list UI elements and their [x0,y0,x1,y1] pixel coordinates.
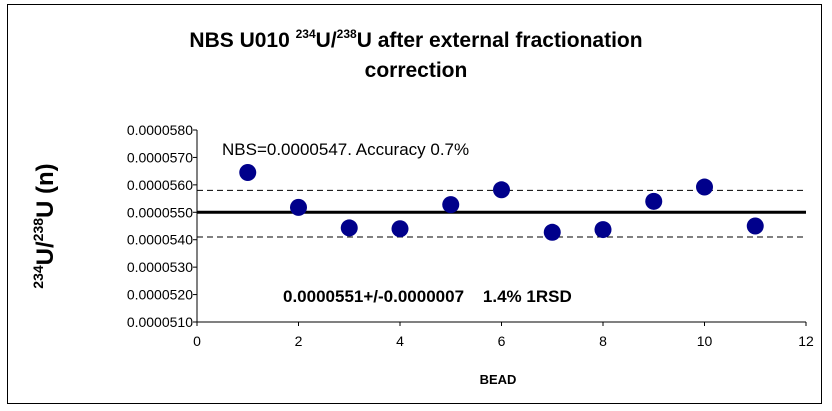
chart-title-line1: NBS U010 234U/238U after external fracti… [0,26,832,56]
data-points [239,164,764,241]
mean-rsd-annotation: 0.0000551+/-0.0000007 1.4% 1RSD [283,287,572,306]
data-point [442,196,460,214]
title-suffix: U after external fractionation [356,29,643,52]
y-tick-label: 0.0000560 [127,177,193,193]
x-tick-label: 0 [193,333,201,349]
y-tick-label: 0.0000540 [127,232,193,248]
y-tick-label: 0.0000530 [127,259,193,275]
data-point [290,198,307,216]
x-tick-label: 4 [396,333,404,349]
x-tick-label: 10 [697,333,713,349]
chart-title: NBS U010 234U/238U after external fracti… [0,26,832,86]
x-tick-label: 6 [498,333,506,349]
accuracy-annotation: NBS=0.0000547. Accuracy 0.7% [222,140,469,159]
data-point [645,192,663,210]
x-axis-label: BEAD [480,372,517,387]
title-superscript-234: 234 [295,27,316,41]
x-tick-label: 8 [599,333,607,349]
title-superscript-238: 238 [336,27,357,41]
data-point [239,164,257,182]
data-point [543,223,561,241]
x-tick-label: 2 [295,333,303,349]
y-tick-label: 0.0000520 [127,287,193,303]
title-mid: U/ [315,29,337,52]
chart-title-line2: correction [364,59,468,82]
tick-labels: 0.0000580 0.0000570 0.0000560 0.0000550 0.00… [127,122,814,349]
y-tick-label: 0.0000510 [127,314,193,330]
data-point [391,220,409,238]
data-point [594,221,612,239]
x-tick-label: 12 [798,333,814,349]
data-point [746,217,764,235]
title-prefix: NBS U010 [189,29,296,52]
chart-frame [7,4,822,404]
axes [193,129,807,326]
y-tick-label: 0.0000580 [127,122,193,138]
y-tick-label: 0.0000570 [127,149,193,165]
data-point [696,178,713,196]
data-point [493,181,510,199]
data-point [340,219,358,237]
y-tick-label: 0.0000550 [127,204,193,220]
